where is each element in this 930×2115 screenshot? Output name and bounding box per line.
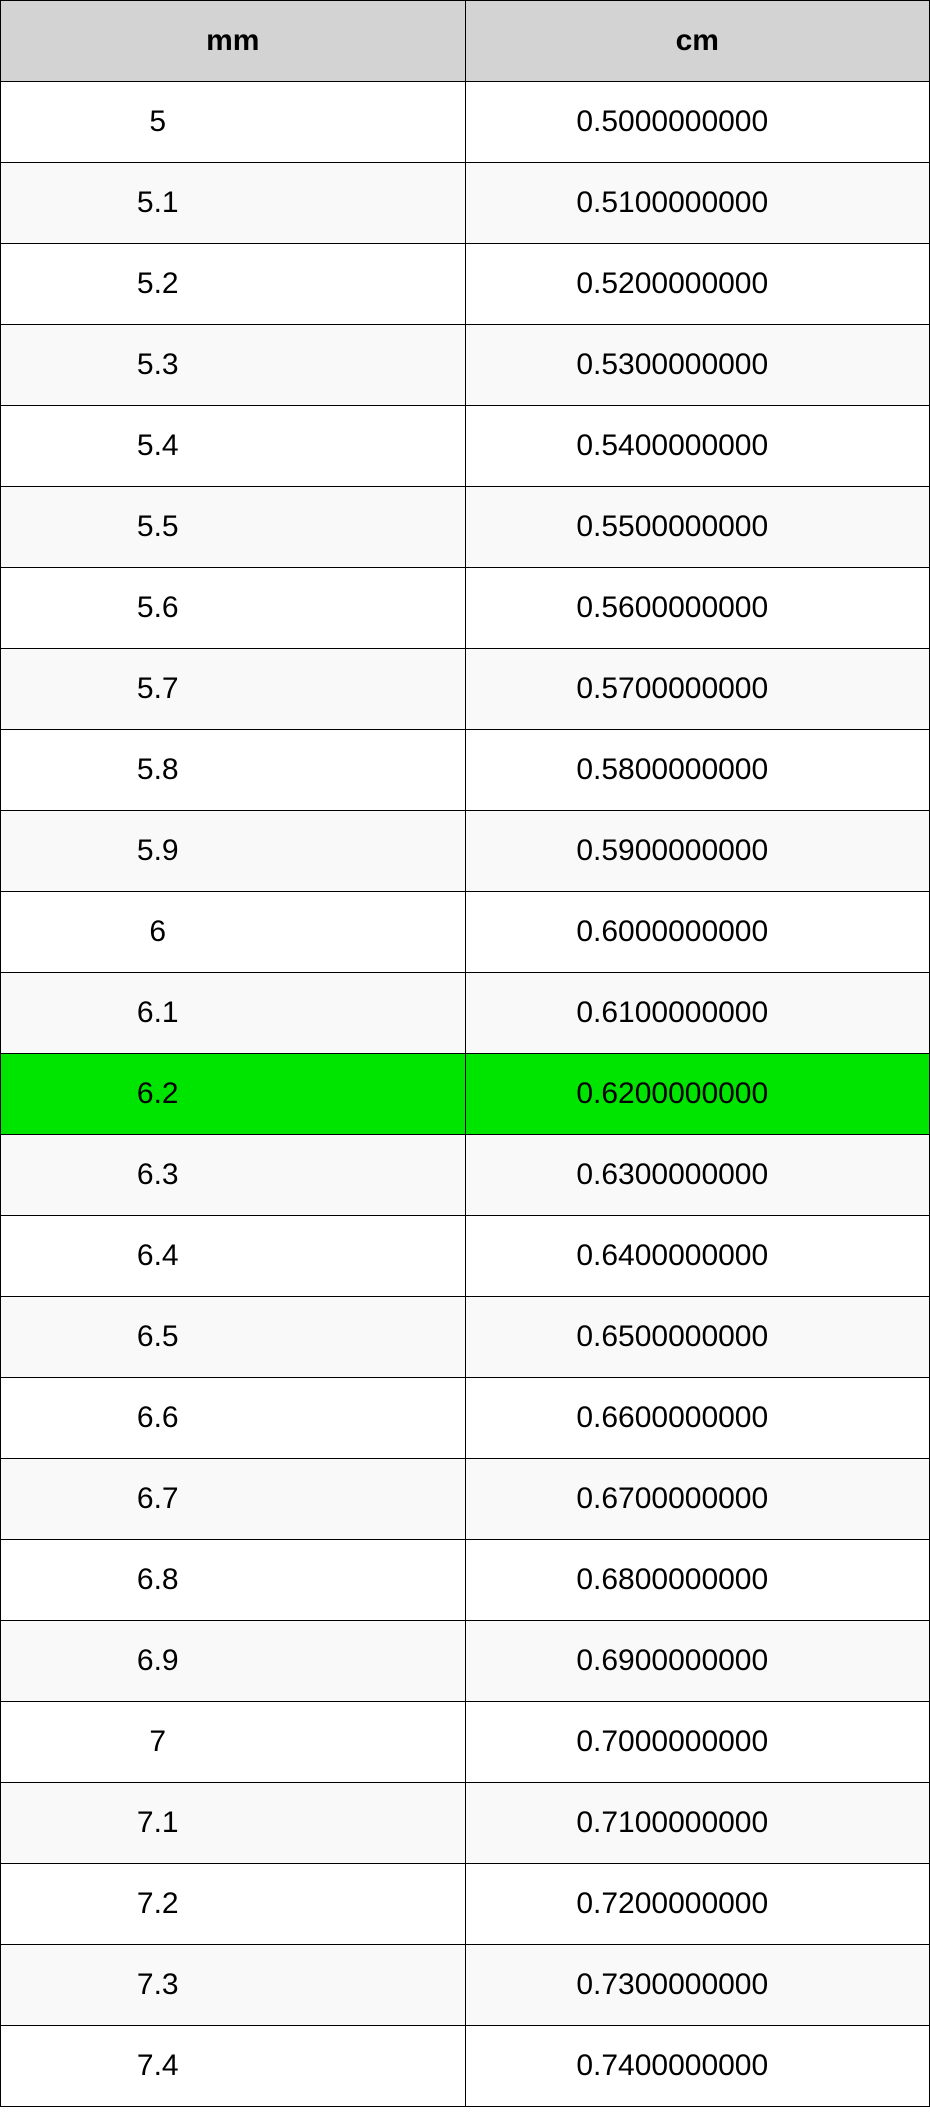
table-row: 5.80.5800000000 [1, 730, 930, 811]
cell-cm: 0.5100000000 [465, 163, 930, 244]
cell-mm: 5.4 [1, 406, 466, 487]
cell-cm: 0.5800000000 [465, 730, 930, 811]
cell-cm: 0.7100000000 [465, 1783, 930, 1864]
table-row: 5.20.5200000000 [1, 244, 930, 325]
cell-mm: 6 [1, 892, 466, 973]
cell-mm: 5.3 [1, 325, 466, 406]
cell-cm: 0.6900000000 [465, 1621, 930, 1702]
cell-cm: 0.5900000000 [465, 811, 930, 892]
cell-mm: 5.1 [1, 163, 466, 244]
cell-mm: 6.4 [1, 1216, 466, 1297]
cell-mm: 5.2 [1, 244, 466, 325]
table-row: 70.7000000000 [1, 1702, 930, 1783]
cell-cm: 0.6000000000 [465, 892, 930, 973]
table-row: 6.10.6100000000 [1, 973, 930, 1054]
table-row: 5.90.5900000000 [1, 811, 930, 892]
table-row: 6.90.6900000000 [1, 1621, 930, 1702]
cell-cm: 0.7300000000 [465, 1945, 930, 2026]
table-body: 50.50000000005.10.51000000005.20.5200000… [1, 82, 930, 2107]
conversion-table: mm cm 50.50000000005.10.51000000005.20.5… [0, 0, 930, 2107]
cell-cm: 0.5700000000 [465, 649, 930, 730]
cell-mm: 5.7 [1, 649, 466, 730]
table-row: 5.60.5600000000 [1, 568, 930, 649]
table-row: 7.40.7400000000 [1, 2026, 930, 2107]
cell-cm: 0.5400000000 [465, 406, 930, 487]
table-row: 6.30.6300000000 [1, 1135, 930, 1216]
cell-cm: 0.6800000000 [465, 1540, 930, 1621]
cell-mm: 7 [1, 1702, 466, 1783]
cell-mm: 6.8 [1, 1540, 466, 1621]
cell-cm: 0.7000000000 [465, 1702, 930, 1783]
cell-cm: 0.5500000000 [465, 487, 930, 568]
table-row: 5.40.5400000000 [1, 406, 930, 487]
cell-cm: 0.5000000000 [465, 82, 930, 163]
cell-mm: 5 [1, 82, 466, 163]
cell-cm: 0.6700000000 [465, 1459, 930, 1540]
column-header-cm: cm [465, 1, 930, 82]
cell-cm: 0.5600000000 [465, 568, 930, 649]
cell-cm: 0.6400000000 [465, 1216, 930, 1297]
table-row: 5.50.5500000000 [1, 487, 930, 568]
table-row: 6.80.6800000000 [1, 1540, 930, 1621]
cell-cm: 0.5200000000 [465, 244, 930, 325]
table-row: 6.50.6500000000 [1, 1297, 930, 1378]
cell-mm: 7.2 [1, 1864, 466, 1945]
cell-mm: 7.4 [1, 2026, 466, 2107]
table-row: 60.6000000000 [1, 892, 930, 973]
table-row: 5.10.5100000000 [1, 163, 930, 244]
table-header-row: mm cm [1, 1, 930, 82]
cell-mm: 5.8 [1, 730, 466, 811]
table-row: 7.20.7200000000 [1, 1864, 930, 1945]
cell-mm: 6.5 [1, 1297, 466, 1378]
cell-cm: 0.7400000000 [465, 2026, 930, 2107]
cell-cm: 0.7200000000 [465, 1864, 930, 1945]
cell-mm: 7.3 [1, 1945, 466, 2026]
cell-cm: 0.6200000000 [465, 1054, 930, 1135]
cell-mm: 6.7 [1, 1459, 466, 1540]
cell-cm: 0.5300000000 [465, 325, 930, 406]
cell-mm: 5.5 [1, 487, 466, 568]
table-row: 6.70.6700000000 [1, 1459, 930, 1540]
table-row: 5.30.5300000000 [1, 325, 930, 406]
cell-mm: 6.1 [1, 973, 466, 1054]
table-row: 6.20.6200000000 [1, 1054, 930, 1135]
table-row: 6.40.6400000000 [1, 1216, 930, 1297]
cell-mm: 6.6 [1, 1378, 466, 1459]
cell-mm: 6.3 [1, 1135, 466, 1216]
cell-mm: 5.6 [1, 568, 466, 649]
cell-cm: 0.6500000000 [465, 1297, 930, 1378]
cell-mm: 5.9 [1, 811, 466, 892]
table-row: 6.60.6600000000 [1, 1378, 930, 1459]
table-row: 7.30.7300000000 [1, 1945, 930, 2026]
cell-mm: 7.1 [1, 1783, 466, 1864]
table-row: 5.70.5700000000 [1, 649, 930, 730]
table-row: 50.5000000000 [1, 82, 930, 163]
cell-cm: 0.6600000000 [465, 1378, 930, 1459]
cell-cm: 0.6300000000 [465, 1135, 930, 1216]
table-row: 7.10.7100000000 [1, 1783, 930, 1864]
column-header-mm: mm [1, 1, 466, 82]
cell-mm: 6.9 [1, 1621, 466, 1702]
cell-cm: 0.6100000000 [465, 973, 930, 1054]
cell-mm: 6.2 [1, 1054, 466, 1135]
